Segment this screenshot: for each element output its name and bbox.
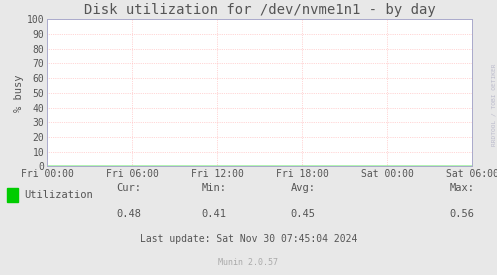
Text: Min:: Min: — [201, 183, 226, 193]
Text: Last update: Sat Nov 30 07:45:04 2024: Last update: Sat Nov 30 07:45:04 2024 — [140, 234, 357, 244]
Text: 0.41: 0.41 — [201, 209, 226, 219]
Text: Avg:: Avg: — [291, 183, 316, 193]
Text: 0.48: 0.48 — [117, 209, 142, 219]
Title: Disk utilization for /dev/nvme1n1 - by day: Disk utilization for /dev/nvme1n1 - by d… — [84, 3, 435, 17]
Text: Utilization: Utilization — [24, 190, 93, 200]
Text: Munin 2.0.57: Munin 2.0.57 — [219, 258, 278, 267]
Text: RRDTOOL / TOBI OETIKER: RRDTOOL / TOBI OETIKER — [491, 63, 496, 146]
Text: 0.45: 0.45 — [291, 209, 316, 219]
Y-axis label: % busy: % busy — [14, 74, 24, 112]
Text: Max:: Max: — [450, 183, 475, 193]
Text: 0.56: 0.56 — [450, 209, 475, 219]
Text: Cur:: Cur: — [117, 183, 142, 193]
